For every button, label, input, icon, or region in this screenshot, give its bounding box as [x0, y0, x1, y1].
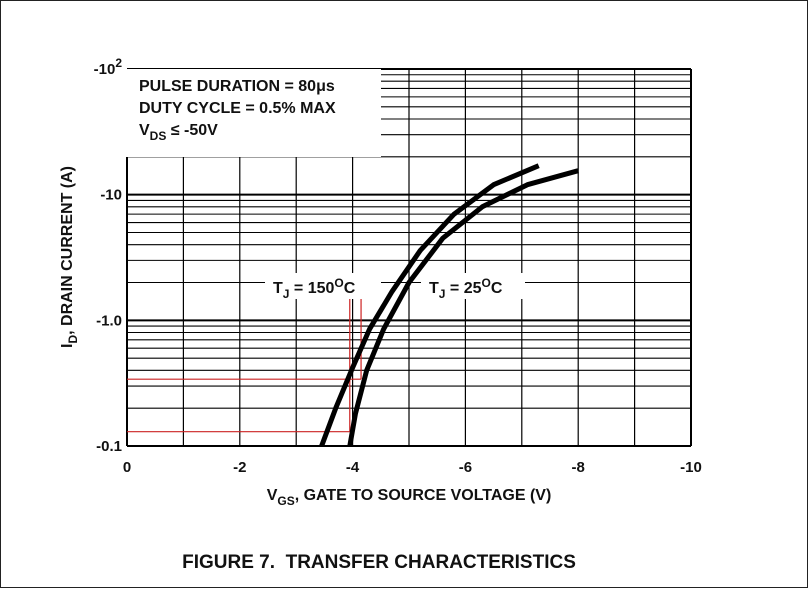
test-conditions-box — [125, 69, 381, 157]
series-labels: TJ = 150OC TJ = 25OC — [265, 273, 525, 301]
test-condition-line: VDS ≤ -50V — [139, 122, 218, 143]
test-condition-line: DUTY CYCLE = 0.5% MAX — [139, 100, 336, 117]
y-axis-title: ID, DRAIN CURRENT (A) — [59, 166, 80, 348]
y-tick-label: -0.1 — [96, 438, 122, 455]
test-condition-line: PULSE DURATION = 80μs — [139, 78, 335, 95]
figure-caption: FIGURE 7. TRANSFER CHARACTERISTICS — [182, 552, 576, 573]
y-tick-label: -1.0 — [96, 312, 122, 329]
x-tick-label: 0 — [123, 459, 131, 476]
reference-lines — [127, 295, 362, 433]
axis-ticks: 0 -2 -4 -6 -8 -10 -0.1 -1.0 -10 -102 — [94, 56, 702, 476]
test-conditions: PULSE DURATION = 80μs DUTY CYCLE = 0.5% M… — [139, 78, 336, 143]
x-tick-label: -10 — [680, 459, 702, 476]
y-tick-label: -10 — [100, 187, 122, 204]
series-curve-0 — [319, 163, 540, 447]
y-tick-label: -102 — [94, 56, 123, 78]
series-label-1: TJ = 25OC — [429, 276, 503, 301]
curves — [319, 163, 579, 447]
x-tick-label: -8 — [572, 459, 585, 476]
x-axis-title: VGS, GATE TO SOURCE VOLTAGE (V) — [267, 487, 552, 508]
x-tick-label: -4 — [346, 459, 360, 476]
series-label-0: TJ = 150OC — [273, 276, 356, 301]
x-tick-label: -2 — [233, 459, 246, 476]
series-label-background — [421, 273, 525, 299]
grid — [126, 68, 692, 447]
series-label-background — [265, 273, 381, 299]
x-tick-label: -6 — [459, 459, 472, 476]
series-curve-1 — [347, 168, 579, 447]
axis-titles: VGS, GATE TO SOURCE VOLTAGE (V) ID, DRAIN… — [59, 166, 551, 508]
